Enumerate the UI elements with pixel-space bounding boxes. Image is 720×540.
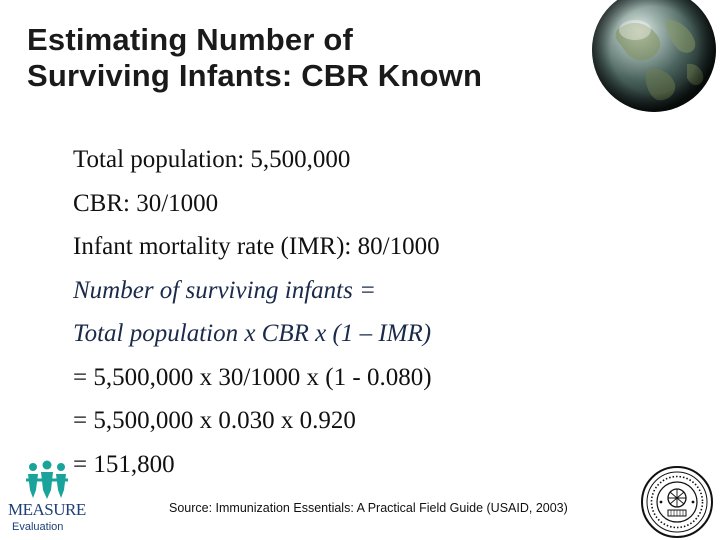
measure-evaluation-label: Evaluation xyxy=(12,521,64,533)
body-text: Total population: 5,500,000 CBR: 30/1000… xyxy=(73,138,693,486)
body-line-imr: Infant mortality rate (IMR): 80/1000 xyxy=(73,233,440,260)
source-citation: Source: Immunization Essentials: A Pract… xyxy=(169,501,568,515)
body-line-total-population: Total population: 5,500,000 xyxy=(73,146,351,173)
title-line-2: Surviving Infants: CBR Known xyxy=(27,58,483,93)
title-line-1: Estimating Number of xyxy=(27,22,354,57)
body-line-formula-label: Number of surviving infants = xyxy=(73,276,376,304)
usaid-seal-icon xyxy=(641,466,713,538)
body-line-calculation-step-1: = 5,500,000 x 30/1000 x (1 - 0.080) xyxy=(73,363,432,391)
measure-wordmark: MEASURE xyxy=(8,500,86,519)
slide-title: Estimating Number of Surviving Infants: … xyxy=(27,22,587,94)
body-line-cbr: CBR: 30/1000 xyxy=(73,189,219,217)
body-line-result: = 151,800 xyxy=(73,450,175,478)
measure-evaluation-logo: MEASURE Evaluation xyxy=(8,460,86,538)
globe-icon xyxy=(592,0,716,112)
people-icon xyxy=(26,460,68,499)
body-line-calculation-step-2: = 5,500,000 x 0.030 x 0.920 xyxy=(73,407,356,434)
body-line-formula: Total population x CBR x (1 – IMR) xyxy=(73,320,432,347)
